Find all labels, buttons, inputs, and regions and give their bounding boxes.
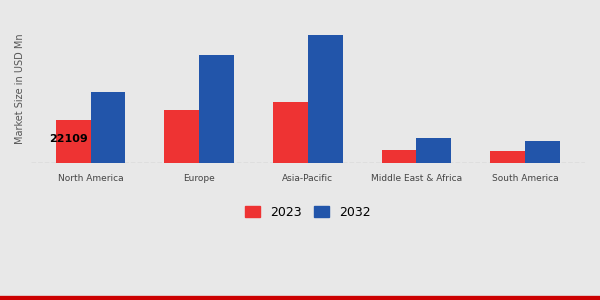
Bar [490, 152, 525, 163]
Bar [525, 141, 560, 163]
Text: 22109: 22109 [49, 134, 88, 144]
Legend: 2023, 2032: 2023, 2032 [240, 201, 376, 224]
Bar [199, 55, 234, 163]
Y-axis label: Market Size in USD Mn: Market Size in USD Mn [15, 34, 25, 145]
Bar [308, 35, 343, 163]
Bar [273, 102, 308, 163]
Bar [56, 120, 91, 163]
Bar [416, 138, 451, 163]
Bar [382, 150, 416, 163]
Bar [91, 92, 125, 163]
Bar [164, 110, 199, 163]
